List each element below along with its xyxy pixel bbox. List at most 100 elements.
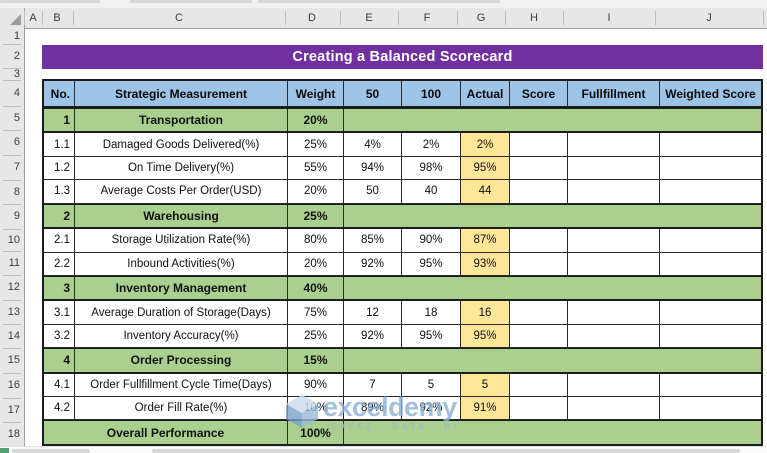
- cell-no[interactable]: 2: [44, 204, 75, 228]
- cell-50[interactable]: 85%: [344, 229, 402, 252]
- cell-50[interactable]: 50: [344, 180, 402, 203]
- column-header-a[interactable]: A: [29, 12, 37, 24]
- cell-score[interactable]: [510, 156, 568, 180]
- row-header-6[interactable]: 6: [13, 136, 20, 148]
- cell-100[interactable]: 98%: [402, 156, 461, 180]
- cell-score[interactable]: [510, 229, 568, 252]
- header-weighted-score[interactable]: Weighted Score: [665, 86, 756, 101]
- cell-no[interactable]: 1.1: [44, 133, 75, 156]
- cell-weight[interactable]: 90%: [288, 373, 344, 397]
- cell-100[interactable]: 18: [402, 301, 461, 324]
- row-header-16[interactable]: 16: [7, 379, 20, 391]
- row-header-1[interactable]: 1: [13, 30, 20, 42]
- cell-50[interactable]: 92%: [344, 324, 402, 348]
- cell-weighted-score[interactable]: [660, 133, 761, 155]
- row-header-7[interactable]: 7: [13, 161, 20, 173]
- column-header-i[interactable]: I: [607, 12, 611, 24]
- cell-weight[interactable]: 25%: [288, 204, 344, 228]
- cell-weighted-score[interactable]: [660, 301, 761, 323]
- row-header-8[interactable]: 8: [13, 186, 20, 198]
- row-header-17[interactable]: 17: [7, 404, 20, 416]
- cell-score[interactable]: [510, 301, 568, 324]
- cell-50[interactable]: 4%: [344, 133, 402, 156]
- cell-measurement[interactable]: Overall Performance: [44, 421, 288, 444]
- cell-no[interactable]: 3: [44, 276, 75, 300]
- cell-merged-empty[interactable]: [344, 109, 761, 131]
- cell-score[interactable]: [510, 397, 568, 420]
- cell-no[interactable]: 3.2: [44, 324, 75, 348]
- header-no[interactable]: No.: [44, 81, 75, 106]
- cell-fullfillment[interactable]: [568, 156, 660, 180]
- cell-measurement[interactable]: Order Fullfillment Cycle Time(Days): [75, 373, 288, 397]
- cell-100[interactable]: 2%: [402, 133, 461, 156]
- cell-measurement[interactable]: Order Processing: [75, 349, 288, 372]
- cell-weight[interactable]: 100%: [288, 421, 344, 444]
- cell-score[interactable]: [510, 373, 568, 397]
- cell-measurement[interactable]: Order Fill Rate(%): [75, 397, 288, 420]
- cell-measurement[interactable]: Storage Utilization Rate(%): [75, 229, 288, 252]
- cell-merged-empty[interactable]: [344, 349, 761, 371]
- cell-score[interactable]: [510, 180, 568, 203]
- cell-measurement[interactable]: Warehousing: [75, 204, 288, 228]
- cell-actual[interactable]: 95%: [461, 156, 510, 180]
- cell-measurement[interactable]: Inventory Accuracy(%): [75, 324, 288, 348]
- row-header-12[interactable]: 12: [7, 281, 20, 293]
- cell-fullfillment[interactable]: [568, 373, 660, 397]
- cell-merged-empty[interactable]: [344, 421, 761, 443]
- cell-no[interactable]: 2.1: [44, 229, 75, 252]
- cell-100[interactable]: 95%: [402, 324, 461, 348]
- cell-weight[interactable]: 15%: [288, 349, 344, 372]
- row-header-2[interactable]: 2: [13, 50, 20, 62]
- cell-actual[interactable]: 2%: [461, 133, 510, 156]
- row-header-10[interactable]: 10: [7, 234, 20, 246]
- cell-weighted-score[interactable]: [660, 325, 761, 347]
- cell-fullfillment[interactable]: [568, 252, 660, 275]
- cell-score[interactable]: [510, 252, 568, 275]
- header-100[interactable]: 100: [402, 81, 461, 106]
- header-50[interactable]: 50: [344, 81, 402, 106]
- header-actual[interactable]: Actual: [461, 81, 510, 106]
- cell-100[interactable]: 40: [402, 180, 461, 203]
- cell-weight[interactable]: 20%: [288, 180, 344, 203]
- cell-no[interactable]: 1.3: [44, 180, 75, 203]
- cell-weight[interactable]: 25%: [288, 133, 344, 156]
- header-weight[interactable]: Weight: [288, 81, 344, 106]
- row-header-11[interactable]: 11: [8, 257, 20, 269]
- cell-fullfillment[interactable]: [568, 397, 660, 420]
- cell-merged-empty[interactable]: [344, 205, 761, 227]
- row-header-18[interactable]: 18: [7, 428, 20, 440]
- cell-fullfillment[interactable]: [568, 133, 660, 156]
- column-header-d[interactable]: D: [308, 12, 316, 24]
- cell-weighted-score[interactable]: [660, 157, 761, 179]
- column-header-b[interactable]: B: [53, 12, 61, 24]
- cell-no[interactable]: 1.2: [44, 156, 75, 180]
- cell-no[interactable]: 1: [44, 109, 75, 132]
- cell-measurement[interactable]: Inbound Activities(%): [75, 252, 288, 275]
- cell-measurement[interactable]: Transportation: [75, 109, 288, 132]
- cell-merged-empty[interactable]: [344, 277, 761, 299]
- cell-actual[interactable]: 95%: [461, 324, 510, 348]
- cell-actual[interactable]: 93%: [461, 252, 510, 275]
- cell-score[interactable]: [510, 324, 568, 348]
- column-header-e[interactable]: E: [365, 12, 373, 24]
- cell-100[interactable]: 95%: [402, 252, 461, 275]
- cell-100[interactable]: 92%: [402, 397, 461, 420]
- cell-weight[interactable]: 25%: [288, 324, 344, 348]
- cell-measurement[interactable]: Average Duration of Storage(Days): [75, 301, 288, 324]
- row-header-15[interactable]: 15: [7, 354, 20, 366]
- column-header-j[interactable]: J: [706, 12, 712, 24]
- cell-weight[interactable]: 10%: [288, 397, 344, 420]
- cell-50[interactable]: 94%: [344, 156, 402, 180]
- cell-fullfillment[interactable]: [568, 229, 660, 252]
- row-headers[interactable]: 1 2 3 4 5 6 7 8 9 10 11 12 13 14 15 16 17 18: [0, 28, 25, 446]
- row-header-3[interactable]: 3: [13, 68, 20, 80]
- cell-fullfillment[interactable]: [568, 301, 660, 324]
- cell-weight[interactable]: 55%: [288, 156, 344, 180]
- cell-50[interactable]: 92%: [344, 252, 402, 275]
- row-header-14[interactable]: 14: [7, 330, 20, 342]
- row-header-9[interactable]: 9: [13, 210, 20, 222]
- column-header-f[interactable]: F: [423, 12, 431, 24]
- cell-no[interactable]: 4.1: [44, 373, 75, 397]
- cell-100[interactable]: 5: [402, 373, 461, 397]
- cell-measurement[interactable]: Inventory Management: [75, 276, 288, 300]
